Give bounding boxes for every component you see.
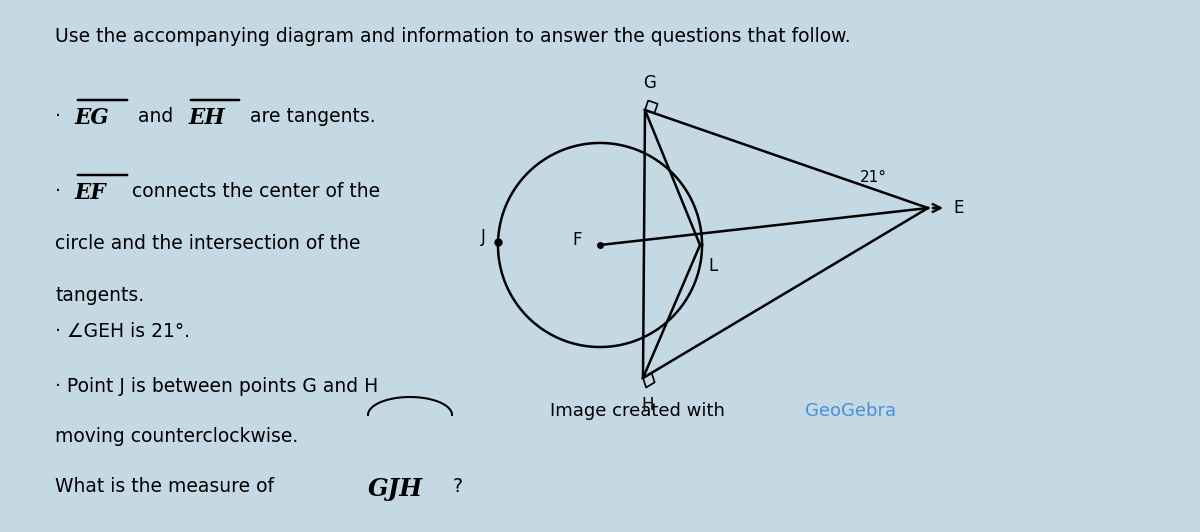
Text: GeoGebra: GeoGebra <box>805 402 896 420</box>
Text: Image created with: Image created with <box>550 402 731 420</box>
Text: are tangents.: are tangents. <box>244 107 376 126</box>
Text: connects the center of the: connects the center of the <box>132 182 380 201</box>
Text: L: L <box>708 257 718 275</box>
Text: Use the accompanying diagram and information to answer the questions that follow: Use the accompanying diagram and informa… <box>55 27 851 46</box>
Text: 21°: 21° <box>859 170 887 186</box>
Text: J: J <box>481 228 486 246</box>
Text: H: H <box>642 396 654 414</box>
Text: EG: EG <box>74 107 109 129</box>
Text: G: G <box>643 74 656 92</box>
Text: EH: EH <box>188 107 224 129</box>
Text: GJH: GJH <box>368 477 424 501</box>
Text: · ∠GEH is 21°.: · ∠GEH is 21°. <box>55 322 190 341</box>
Text: EF: EF <box>74 182 107 204</box>
Text: tangents.: tangents. <box>55 286 144 305</box>
Text: What is the measure of: What is the measure of <box>55 477 280 496</box>
Text: · Point J is between points G and H: · Point J is between points G and H <box>55 377 378 396</box>
Text: and: and <box>132 107 179 126</box>
Text: E: E <box>953 199 964 217</box>
Text: moving counterclockwise.: moving counterclockwise. <box>55 427 299 446</box>
Text: ·: · <box>55 107 67 126</box>
Text: ?: ? <box>454 477 463 496</box>
Text: F: F <box>572 231 582 249</box>
Text: circle and the intersection of the: circle and the intersection of the <box>55 234 360 253</box>
Text: ·: · <box>55 182 67 201</box>
